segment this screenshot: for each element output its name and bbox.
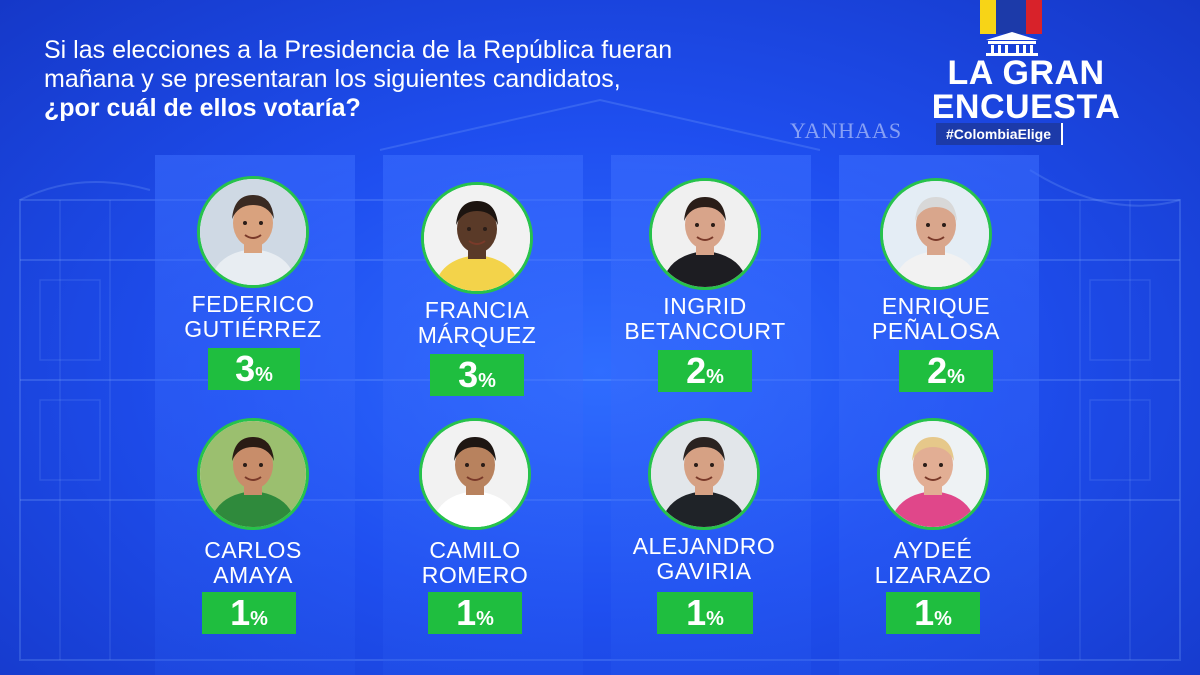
candidate-card: CARLOS AMAYA 1% xyxy=(138,418,368,648)
la-gran-encuesta-logo: LA GRAN ENCUESTA #ColombiaElige xyxy=(900,0,1140,150)
candidate-portrait-icon xyxy=(648,418,760,530)
candidate-last-name: GAVIRIA xyxy=(656,558,752,584)
candidate-name: AYDEÉ LIZARAZO xyxy=(818,538,1048,588)
watermark: YANHAAS xyxy=(790,118,903,143)
candidate-last-name: PEÑALOSA xyxy=(872,318,1000,344)
percentage-badge: 2% xyxy=(899,350,993,392)
percentage-badge: 1% xyxy=(657,592,753,634)
percentage-unit: % xyxy=(476,608,494,630)
candidate-last-name: AMAYA xyxy=(213,562,293,588)
candidate-portrait-icon xyxy=(877,418,989,530)
question-line-1: Si las elecciones a la Presidencia de la… xyxy=(44,36,673,64)
candidate-card: FRANCIA MÁRQUEZ 3% xyxy=(362,182,592,412)
candidate-first-name: CAMILO xyxy=(429,537,521,563)
candidate-last-name: LIZARAZO xyxy=(874,562,992,588)
percentage-value: 3 xyxy=(235,348,256,389)
candidate-first-name: INGRID xyxy=(663,293,747,319)
candidate-name: CAMILO ROMERO xyxy=(360,538,590,588)
question-bold: ¿por cuál de ellos votaría? xyxy=(44,94,361,122)
percentage-unit: % xyxy=(478,370,496,392)
percentage-value: 2 xyxy=(927,350,948,391)
candidate-portrait-icon xyxy=(197,176,309,288)
percentage-unit: % xyxy=(706,366,724,388)
percentage-value: 1 xyxy=(914,592,935,633)
percentage-unit: % xyxy=(934,608,952,630)
percentage-badge: 1% xyxy=(202,592,296,634)
candidate-name: FEDERICO GUTIÉRREZ xyxy=(138,292,368,342)
candidate-card: AYDEÉ LIZARAZO 1% xyxy=(818,418,1048,648)
candidate-name: CARLOS AMAYA xyxy=(138,538,368,588)
percentage-badge: 2% xyxy=(658,350,752,392)
candidate-last-name: MÁRQUEZ xyxy=(417,322,537,348)
candidate-name: ALEJANDRO GAVIRIA xyxy=(589,534,819,584)
percentage-unit: % xyxy=(706,608,724,630)
candidate-first-name: ALEJANDRO xyxy=(632,533,776,559)
candidate-portrait-icon xyxy=(880,178,992,290)
percentage-unit: % xyxy=(947,366,965,388)
candidate-first-name: CARLOS xyxy=(204,537,302,563)
candidate-last-name: BETANCOURT xyxy=(624,318,786,344)
candidate-portrait-icon xyxy=(421,182,533,294)
candidate-card: ALEJANDRO GAVIRIA 1% xyxy=(589,418,819,648)
logo-title-line-2: ENCUESTA xyxy=(931,88,1121,126)
candidate-name: ENRIQUE PEÑALOSA xyxy=(821,294,1051,344)
candidate-portrait-icon xyxy=(649,178,761,290)
percentage-badge: 3% xyxy=(430,354,524,396)
logo-hashtag: #ColombiaElige xyxy=(936,123,1064,145)
colombia-flag-icon xyxy=(980,0,1042,34)
percentage-value: 1 xyxy=(456,592,477,633)
candidate-card: ENRIQUE PEÑALOSA 2% xyxy=(821,178,1051,408)
percentage-value: 1 xyxy=(230,592,251,633)
candidate-portrait-icon xyxy=(197,418,309,530)
percentage-value: 3 xyxy=(458,354,479,395)
percentage-value: 2 xyxy=(686,350,707,391)
percentage-badge: 3% xyxy=(208,348,300,390)
capitol-icon xyxy=(986,32,1038,56)
percentage-badge: 1% xyxy=(886,592,980,634)
survey-question: Si las elecciones a la Presidencia de la… xyxy=(44,36,864,123)
percentage-unit: % xyxy=(250,608,268,630)
logo-title: LA GRAN ENCUESTA xyxy=(916,56,1136,124)
candidate-portrait-icon xyxy=(419,418,531,530)
candidate-first-name: FEDERICO xyxy=(191,291,315,317)
percentage-badge: 1% xyxy=(428,592,522,634)
candidate-card: CAMILO ROMERO 1% xyxy=(360,418,590,648)
candidate-card: INGRID BETANCOURT 2% xyxy=(590,178,820,408)
percentage-unit: % xyxy=(255,364,273,386)
candidate-name: INGRID BETANCOURT xyxy=(590,294,820,344)
candidate-first-name: ENRIQUE xyxy=(881,293,991,319)
question-line-2: mañana y se presentaran los siguientes c… xyxy=(44,65,621,93)
candidate-name: FRANCIA MÁRQUEZ xyxy=(362,298,592,348)
percentage-value: 1 xyxy=(686,592,707,633)
candidate-card: FEDERICO GUTIÉRREZ 3% xyxy=(138,176,368,406)
candidate-first-name: FRANCIA xyxy=(424,297,530,323)
candidate-last-name: ROMERO xyxy=(421,562,529,588)
logo-title-line-1: LA GRAN xyxy=(947,54,1105,92)
candidate-last-name: GUTIÉRREZ xyxy=(184,316,322,342)
candidate-first-name: AYDEÉ xyxy=(893,537,973,563)
